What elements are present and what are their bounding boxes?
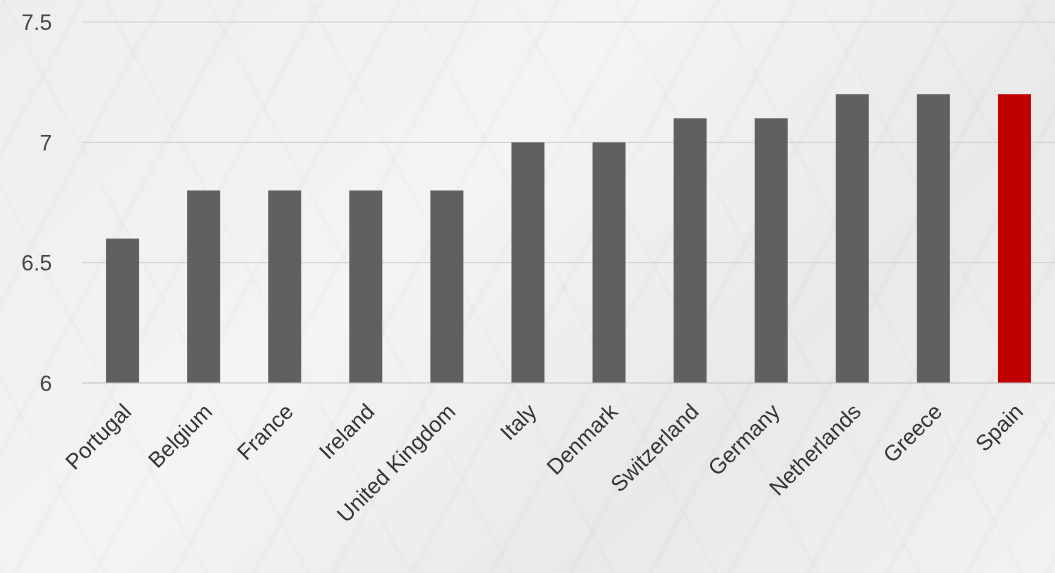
gridlines: [82, 21, 1055, 264]
bar-denmark: [592, 142, 626, 383]
bar-netherlands: [835, 94, 869, 383]
y-tick-label: 6.5: [21, 251, 52, 276]
bars: [106, 94, 1031, 384]
x-category-label: Portugal: [60, 399, 136, 475]
x-category-label: Switzerland: [606, 399, 704, 497]
x-category-label: Italy: [495, 399, 541, 445]
y-axis-ticks: 6 6.5 7 7.5: [21, 10, 52, 396]
bar-spain: [997, 94, 1031, 383]
bar-france: [268, 190, 302, 383]
bar-germany: [754, 118, 788, 384]
x-category-label: Spain: [971, 399, 1028, 456]
x-category-label: Ireland: [314, 399, 379, 464]
y-tick-label: 7: [40, 130, 52, 155]
bar-belgium: [187, 190, 221, 383]
x-category-label: Greece: [878, 399, 947, 468]
bar-greece: [916, 94, 950, 383]
x-category-label: Denmark: [542, 398, 623, 479]
y-tick-label: 6: [40, 371, 52, 396]
bar-italy: [511, 142, 545, 383]
x-category-label: Germany: [703, 399, 785, 481]
y-tick-label: 7.5: [21, 10, 52, 35]
x-category-label: Belgium: [143, 399, 217, 473]
bar-ireland: [349, 190, 383, 383]
bar-portugal: [106, 238, 140, 383]
bar-united-kingdom: [430, 190, 464, 383]
x-category-label: France: [232, 399, 298, 465]
bar-switzerland: [673, 118, 707, 384]
